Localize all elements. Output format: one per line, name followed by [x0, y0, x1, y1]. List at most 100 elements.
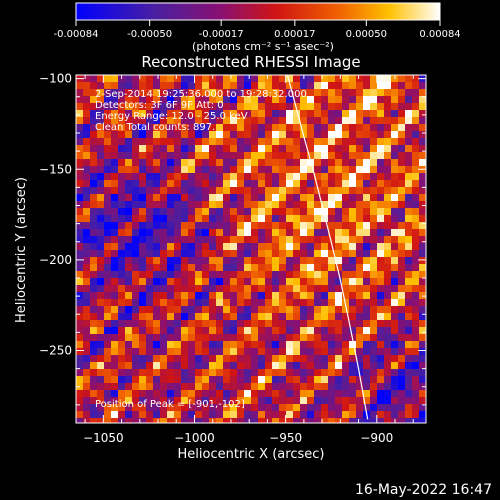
y-axis: −100−150−200−250	[39, 72, 426, 424]
heatmap-cell	[398, 103, 406, 111]
heatmap-cell	[349, 117, 357, 125]
heatmap-cell	[370, 138, 378, 146]
heatmap-cell	[83, 320, 91, 328]
heatmap-cell	[370, 243, 378, 251]
heatmap-cell	[279, 222, 287, 230]
heatmap-cell	[412, 292, 420, 300]
heatmap-cell	[363, 376, 371, 384]
heatmap-cell	[237, 180, 245, 188]
heatmap-cell	[328, 145, 336, 153]
heatmap-cell	[258, 110, 266, 118]
heatmap-cell	[328, 292, 336, 300]
heatmap-cell	[286, 159, 294, 167]
heatmap-cell	[167, 341, 175, 349]
heatmap-cell	[272, 152, 280, 160]
heatmap-cell	[76, 411, 84, 419]
heatmap-cell	[188, 362, 196, 370]
heatmap-cell	[83, 180, 91, 188]
heatmap-cell	[111, 215, 119, 223]
heatmap-cell	[265, 145, 273, 153]
heatmap-cell	[223, 306, 231, 314]
heatmap-cell	[209, 194, 217, 202]
heatmap-cell	[146, 292, 154, 300]
heatmap-cell	[377, 229, 385, 237]
heatmap-cell	[251, 390, 259, 398]
heatmap-cell	[244, 180, 252, 188]
heatmap-cell	[363, 215, 371, 223]
heatmap-cell	[209, 257, 217, 265]
heatmap-cell	[342, 390, 350, 398]
heatmap-cell	[174, 159, 182, 167]
heatmap-cell	[349, 201, 357, 209]
heatmap-cell	[167, 215, 175, 223]
heatmap-cell	[419, 278, 426, 286]
heatmap-cell	[293, 194, 301, 202]
heatmap-cell	[97, 320, 105, 328]
heatmap-cell	[342, 369, 350, 377]
heatmap-cell	[279, 299, 287, 307]
heatmap-cell	[300, 187, 308, 195]
heatmap-cell	[244, 257, 252, 265]
heatmap-cell	[111, 110, 119, 118]
heatmap-cell	[216, 369, 224, 377]
heatmap-cell	[160, 166, 168, 174]
heatmap-cell	[349, 82, 357, 90]
heatmap-cell	[349, 278, 357, 286]
heatmap-cell	[335, 397, 343, 405]
heatmap-cell	[314, 264, 322, 272]
heatmap-cell	[405, 376, 413, 384]
heatmap-cell	[132, 257, 140, 265]
heatmap-cell	[244, 187, 252, 195]
heatmap-cell	[104, 327, 112, 335]
heatmap-cell	[398, 299, 406, 307]
heatmap-cell	[188, 152, 196, 160]
heatmap-cell	[125, 187, 133, 195]
heatmap-cell	[286, 222, 294, 230]
heatmap-cell	[167, 82, 175, 90]
heatmap-cell	[412, 306, 420, 314]
heatmap-cell	[293, 383, 301, 391]
heatmap-cell	[111, 103, 119, 111]
heatmap-cell	[146, 166, 154, 174]
heatmap-cell	[328, 369, 336, 377]
heatmap-cell	[174, 117, 182, 125]
heatmap-cell	[230, 103, 238, 111]
heatmap-cell	[244, 278, 252, 286]
heatmap-cell	[244, 222, 252, 230]
heatmap-cell	[265, 103, 273, 111]
heatmap-cell	[153, 404, 161, 412]
heatmap-cell	[146, 229, 154, 237]
heatmap-cell	[279, 187, 287, 195]
heatmap-cell	[167, 348, 175, 356]
heatmap-cell	[321, 124, 329, 132]
heatmap-cell	[279, 243, 287, 251]
heatmap-cell	[160, 131, 168, 139]
heatmap-cell	[398, 208, 406, 216]
heatmap-cell	[279, 397, 287, 405]
heatmap-cell	[286, 103, 294, 111]
heatmap-cell	[230, 264, 238, 272]
heatmap-cell	[349, 411, 357, 419]
heatmap-cell	[265, 292, 273, 300]
heatmap-cell	[293, 222, 301, 230]
heatmap-cell	[146, 96, 154, 104]
heatmap-cell	[223, 397, 231, 405]
heatmap-cell	[349, 124, 357, 132]
heatmap-cell	[167, 124, 175, 132]
heatmap-cell	[356, 159, 364, 167]
heatmap-cell	[384, 390, 392, 398]
heatmap-cell	[139, 159, 147, 167]
heatmap-cell	[118, 327, 126, 335]
heatmap-cell	[216, 397, 224, 405]
heatmap-cell	[97, 173, 105, 181]
heatmap-cell	[195, 152, 203, 160]
heatmap-cell	[412, 75, 420, 83]
heatmap-cell	[244, 292, 252, 300]
heatmap-cell	[307, 138, 315, 146]
heatmap-cell	[90, 334, 98, 342]
heatmap-cell	[202, 180, 210, 188]
heatmap-cell	[118, 257, 126, 265]
heatmap-cell	[195, 320, 203, 328]
heatmap-cell	[90, 152, 98, 160]
heatmap-cell	[342, 404, 350, 412]
